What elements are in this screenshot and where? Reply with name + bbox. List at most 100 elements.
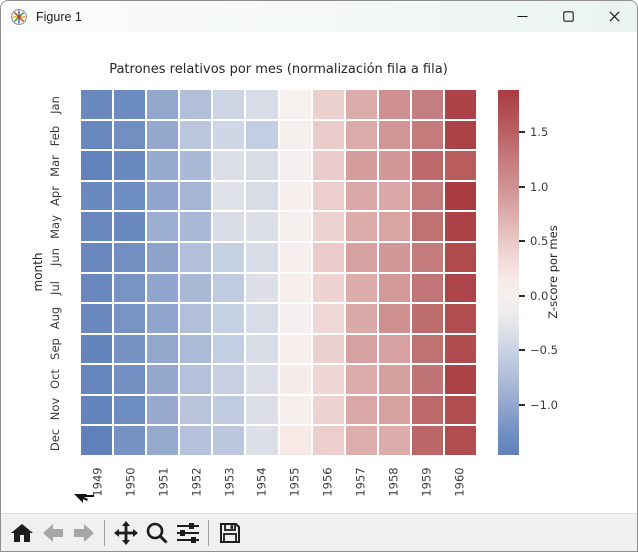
- heatmap-cell: [246, 182, 277, 211]
- heatmap-cell: [379, 121, 410, 150]
- colorbar-tick-mark: [519, 295, 525, 297]
- heatmap-cell: [412, 335, 443, 364]
- x-tick-label: 1954: [255, 467, 269, 496]
- heatmap-cell: [379, 212, 410, 241]
- heatmap-cell: [313, 396, 344, 425]
- colorbar-tick-label: 1.0: [530, 180, 548, 194]
- heatmap-cell: [445, 426, 476, 455]
- heatmap-cell: [114, 396, 145, 425]
- heatmap-cell: [246, 426, 277, 455]
- heatmap-cell: [313, 243, 344, 272]
- heatmap-cell: [346, 274, 377, 303]
- heatmap-cell: [180, 90, 211, 119]
- close-button[interactable]: [591, 1, 637, 32]
- heatmap-cell: [114, 365, 145, 394]
- heatmap-cell: [81, 243, 112, 272]
- heatmap-cell: [445, 243, 476, 272]
- heatmap-cell: [412, 243, 443, 272]
- heatmap-cell: [114, 151, 145, 180]
- heatmap-cell: [445, 182, 476, 211]
- heatmap-cell: [81, 121, 112, 150]
- heatmap-cell: [180, 335, 211, 364]
- heatmap-cell: [114, 426, 145, 455]
- heatmap-cell: [114, 274, 145, 303]
- minimize-button[interactable]: [499, 1, 545, 32]
- titlebar[interactable]: Figure 1: [1, 1, 637, 32]
- heatmap-cell: [180, 182, 211, 211]
- heatmap-cell: [379, 243, 410, 272]
- y-tick-label: Jul: [48, 281, 62, 295]
- heatmap-cell: [147, 426, 178, 455]
- heatmap-cell: [213, 365, 244, 394]
- heatmap-cell: [147, 212, 178, 241]
- x-tick-label: 1953: [222, 467, 236, 496]
- heatmap-cell: [412, 121, 443, 150]
- heatmap-cell: [147, 121, 178, 150]
- heatmap-cell: [246, 274, 277, 303]
- pan-button[interactable]: [111, 518, 140, 548]
- heatmap-cell: [412, 274, 443, 303]
- heatmap-cell: [313, 335, 344, 364]
- back-button[interactable]: [38, 518, 67, 548]
- y-tick-label: Feb: [48, 125, 62, 145]
- forward-button[interactable]: [69, 518, 98, 548]
- y-tick-label: Mar: [48, 155, 62, 177]
- zoom-button[interactable]: [142, 518, 171, 548]
- heatmap-cell: [246, 365, 277, 394]
- configure-subplots-button[interactable]: [173, 518, 202, 548]
- maximize-button[interactable]: [545, 1, 591, 32]
- figure-canvas[interactable]: Patrones relativos por mes (normalizació…: [1, 32, 637, 515]
- save-button[interactable]: [215, 518, 244, 548]
- y-tick-label: Dec: [48, 429, 62, 451]
- heatmap-cell: [313, 304, 344, 333]
- heatmap-cell: [147, 182, 178, 211]
- heatmap-cell: [246, 304, 277, 333]
- colorbar-tick-label: −1.0: [530, 398, 558, 412]
- heatmap-cell: [147, 396, 178, 425]
- heatmap-cell: [280, 121, 311, 150]
- heatmap-cell: [280, 274, 311, 303]
- heatmap-cell: [412, 151, 443, 180]
- heatmap-cell: [379, 274, 410, 303]
- heatmap-cell: [412, 304, 443, 333]
- home-icon: [10, 521, 34, 545]
- heatmap-cell: [246, 151, 277, 180]
- colorbar-label: Z-score por mes: [546, 225, 560, 318]
- heatmap-cell: [81, 365, 112, 394]
- heatmap-cell: [313, 90, 344, 119]
- x-tick-label: 1959: [420, 467, 434, 496]
- heatmap-cell: [246, 396, 277, 425]
- heatmap-cell: [313, 182, 344, 211]
- home-button[interactable]: [7, 518, 36, 548]
- heatmap-cell: [280, 335, 311, 364]
- y-tick-label: Aug: [48, 307, 62, 329]
- y-axis-tick-labels: JanFebMarAprMayJunJulAugSepOctNovDec: [45, 90, 65, 455]
- heatmap-cell: [213, 121, 244, 150]
- heatmap-cell: [114, 243, 145, 272]
- heatmap-cell: [412, 426, 443, 455]
- heatmap-grid[interactable]: [81, 90, 476, 455]
- window-title: Figure 1: [36, 10, 499, 24]
- heatmap-cell: [445, 212, 476, 241]
- y-tick-label: Jun: [48, 248, 62, 266]
- heatmap-cell: [213, 396, 244, 425]
- heatmap-cell: [346, 182, 377, 211]
- heatmap-cell: [246, 212, 277, 241]
- heatmap-cell: [213, 335, 244, 364]
- x-tick-label: 1950: [123, 467, 137, 496]
- heatmap-cell: [147, 151, 178, 180]
- heatmap-cell: [147, 274, 178, 303]
- heatmap-cell: [114, 335, 145, 364]
- heatmap-cell: [445, 304, 476, 333]
- heatmap-cell: [180, 121, 211, 150]
- heatmap-cell: [147, 243, 178, 272]
- heatmap-cell: [379, 365, 410, 394]
- heatmap-cell: [213, 426, 244, 455]
- heatmap-cell: [81, 182, 112, 211]
- heatmap-cell: [346, 121, 377, 150]
- heatmap-cell: [280, 243, 311, 272]
- heatmap-cell: [81, 396, 112, 425]
- heatmap-cell: [379, 151, 410, 180]
- maximize-icon: [563, 11, 574, 22]
- heatmap-cell: [213, 304, 244, 333]
